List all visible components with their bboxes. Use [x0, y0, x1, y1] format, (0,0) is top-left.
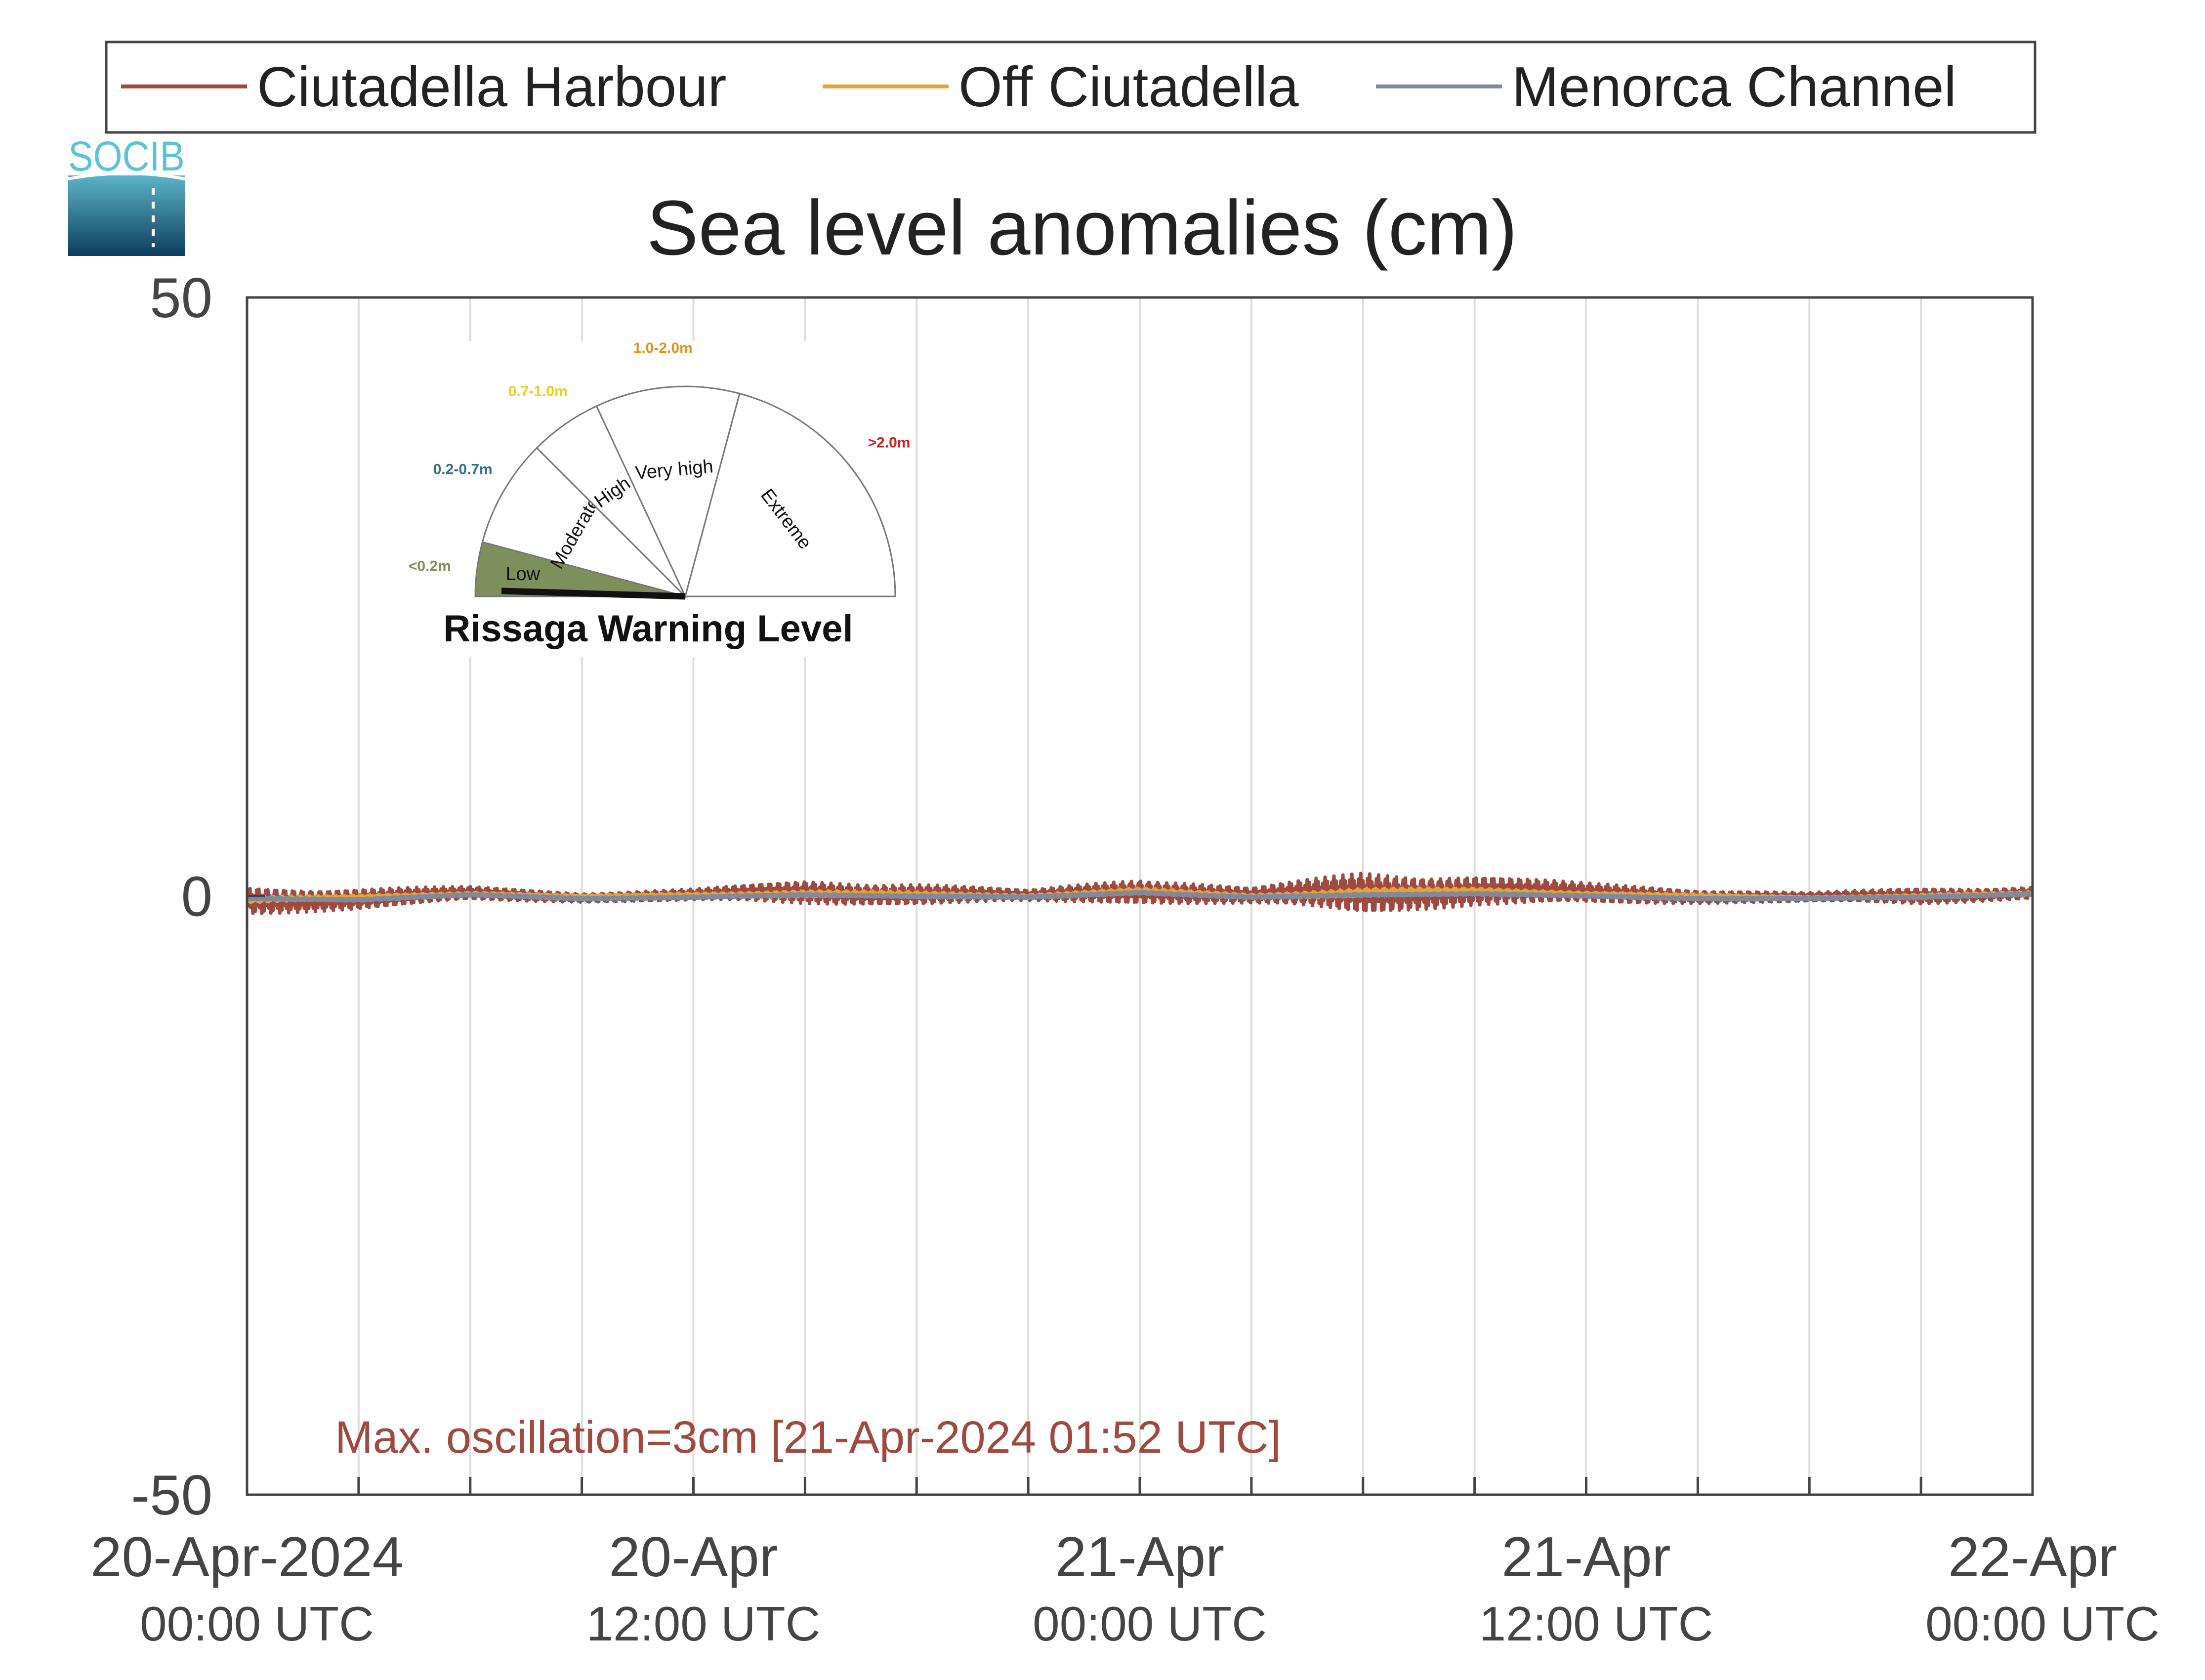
rissaga-warning-gauge: Low<0.2m Moderate0.2-0.7mHigh0.7-1.0mVery… [405, 340, 910, 657]
gauge-sector [684, 392, 896, 597]
gauge-needle [501, 588, 686, 600]
x-tick-date-label: 22-Apr [1948, 1526, 2117, 1589]
logo-wave-block [68, 175, 185, 256]
x-tick-date-label: 20-Apr-2024 [90, 1526, 404, 1589]
socib-logo: SOCIB [68, 133, 185, 256]
x-tick-date-label: 21-Apr [1055, 1526, 1224, 1589]
gauge-sector [481, 447, 688, 598]
gauge-range-label: 0.7-1.0m [508, 383, 568, 400]
x-tick-date-label: 20-Apr [609, 1526, 778, 1589]
gauge-range-label: 1.0-2.0m [633, 340, 693, 356]
x-tick-date-label: 21-Apr [1501, 1526, 1670, 1589]
gauge-sector [595, 385, 741, 599]
y-tick-label: 50 [150, 267, 212, 330]
legend-frame [105, 41, 2037, 134]
gauge-level-label: Low [505, 564, 540, 585]
series-line-2 [247, 889, 2033, 903]
gauge-sector [536, 405, 686, 597]
y-tick-label: -50 [131, 1464, 212, 1527]
gauge-range-label: <0.2m [409, 558, 451, 574]
x-tick-time-label: 00:00 UTC [140, 1596, 374, 1651]
legend-label-ciutadella-harbour: Ciutadella Harbour [257, 56, 727, 119]
gauge-range-label: 0.2-0.7m [433, 462, 493, 478]
x-tick-time-label: 12:00 UTC [586, 1596, 821, 1651]
series-group [247, 872, 2033, 915]
chart-title: Sea level anomalies (cm) [647, 185, 1518, 271]
max-oscillation-annotation: Max. oscillation=3cm [21-Apr-2024 01:52 … [335, 1412, 1281, 1463]
logo-text: SOCIB [68, 133, 185, 179]
gauge-range-label: >2.0m [868, 435, 911, 451]
gauge-title: Rissaga Warning Level [443, 608, 853, 650]
legend-label-off-ciutadella: Off Ciutadella [958, 56, 1299, 119]
legend-label-menorca-channel: Menorca Channel [1512, 56, 1956, 119]
y-tick-label: 0 [181, 866, 212, 928]
legend: Ciutadella Harbour Off Ciutadella Menorc… [105, 41, 2037, 134]
x-tick-time-label: 00:00 UTC [1033, 1596, 1267, 1651]
x-tick-time-label: 00:00 UTC [1925, 1596, 2160, 1651]
x-tick-time-label: 12:00 UTC [1479, 1596, 1713, 1651]
